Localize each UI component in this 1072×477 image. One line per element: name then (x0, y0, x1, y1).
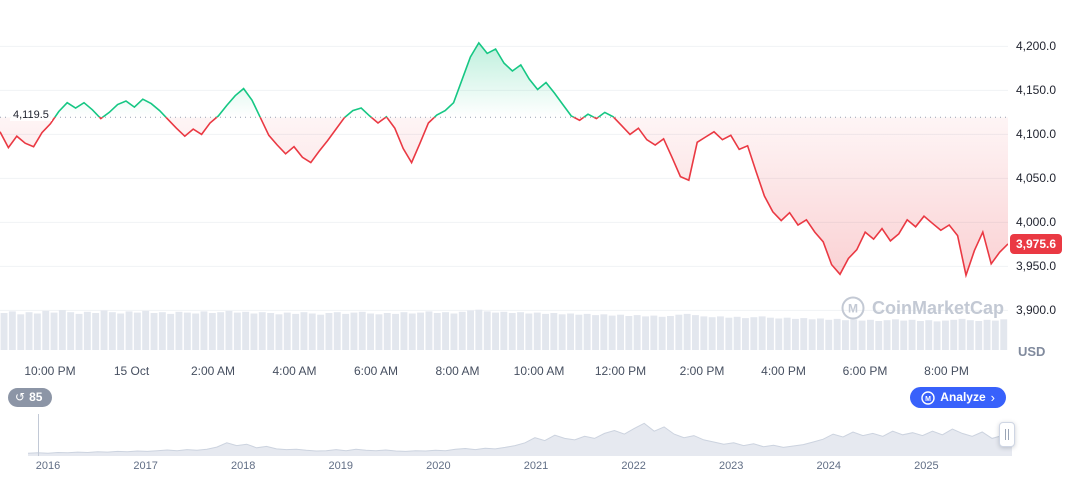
y-axis: 3,975.6 USD 4,200.0 4,150.0 4,100.0 4,050.0… (1008, 0, 1072, 362)
timeline-minimap[interactable]: 2016 2017 2018 2019 2020 2021 2022 2023 2024 2025 (28, 414, 1015, 476)
svg-text:M: M (848, 302, 858, 316)
x-axis-label: 6:00 AM (353, 364, 399, 378)
minimap-year-label: 2017 (133, 460, 158, 472)
minimap-year-labels: 2016 2017 2018 2019 2020 2021 2022 2023 2024 2025 (28, 460, 1012, 476)
minimap-year-label: 2021 (523, 460, 549, 472)
analyze-button-label: Analyze (940, 390, 986, 404)
x-axis-label: 4:00 AM (272, 364, 317, 378)
svg-text:M: M (925, 396, 931, 403)
history-count-label: 85 (29, 390, 43, 404)
minimap-year-label: 2016 (35, 460, 61, 472)
y-axis-label: 4,200.0 (1016, 39, 1057, 54)
minimap-year-label: 2018 (230, 460, 256, 472)
minimap-range-start-line (38, 414, 39, 456)
minimap-year-label: 2019 (328, 460, 354, 472)
watermark-text: CoinMarketCap (871, 297, 1004, 318)
y-axis-label: 4,100.0 (1016, 127, 1057, 142)
minimap-year-label: 2025 (914, 460, 939, 472)
coinmarketcap-logo-icon: M (841, 296, 865, 320)
area-fill-down (0, 117, 1008, 276)
grid-lines (0, 45, 1008, 311)
volume-bars (0, 309, 1008, 350)
minimap-year-label: 2023 (718, 460, 744, 472)
y-axis-label: 3,900.0 (1016, 303, 1057, 318)
x-axis-label: 6:00 PM (842, 364, 888, 378)
x-axis-label: 10:00 PM (24, 364, 76, 378)
chart-area[interactable]: 4,119.5 M CoinMarketCap (0, 0, 1008, 352)
minimap-scroll-handle[interactable] (999, 422, 1015, 447)
y-axis-label: 4,000.0 (1016, 215, 1057, 230)
x-axis-label: 4:00 PM (761, 364, 806, 378)
minimap-area-line (28, 422, 1012, 454)
baseline-price-label: 4,119.5 (10, 109, 52, 122)
x-axis: 10:00 PM 15 Oct 2:00 AM 4:00 AM 6:00 AM 8:00 … (0, 364, 1008, 382)
price-chart-svg[interactable] (0, 0, 1008, 352)
x-axis-label: 2:00 PM (679, 364, 725, 378)
footer-row: ↺ 85 M Analyze › (0, 387, 1072, 411)
coinmarketcap-watermark: M CoinMarketCap (841, 296, 1004, 320)
minimap-year-label: 2022 (621, 460, 646, 472)
x-axis-label: 2:00 AM (190, 364, 236, 378)
y-axis-label: 3,950.0 (1016, 259, 1057, 274)
minimap-area-fill (28, 423, 1012, 456)
price-line-up (53, 41, 615, 118)
analyze-logo-icon: M (921, 390, 935, 405)
x-axis-label: 10:00 AM (513, 364, 565, 378)
x-axis-label: 8:00 AM (435, 364, 480, 378)
chevron-right-icon: › (990, 390, 995, 405)
minimap-area-chart[interactable] (28, 414, 1012, 456)
x-axis-label: 15 Oct (113, 364, 150, 378)
analyze-button[interactable]: M Analyze › (910, 387, 1006, 408)
minimap-year-label: 2024 (816, 460, 842, 472)
x-axis-label: 12:00 PM (594, 364, 647, 378)
minimap-year-label: 2020 (426, 460, 451, 472)
current-price-badge: 3,975.6 (1010, 233, 1063, 254)
y-axis-label: 4,050.0 (1016, 171, 1057, 186)
y-axis-label: 4,150.0 (1016, 83, 1057, 98)
price-line-down (0, 117, 1008, 279)
history-clock-icon: ↺ (15, 390, 26, 404)
area-fill-up (54, 42, 614, 118)
history-count-badge[interactable]: ↺ 85 (8, 388, 53, 407)
x-axis-label: 8:00 PM (924, 364, 969, 378)
usd-unit-label: USD (1018, 344, 1046, 359)
